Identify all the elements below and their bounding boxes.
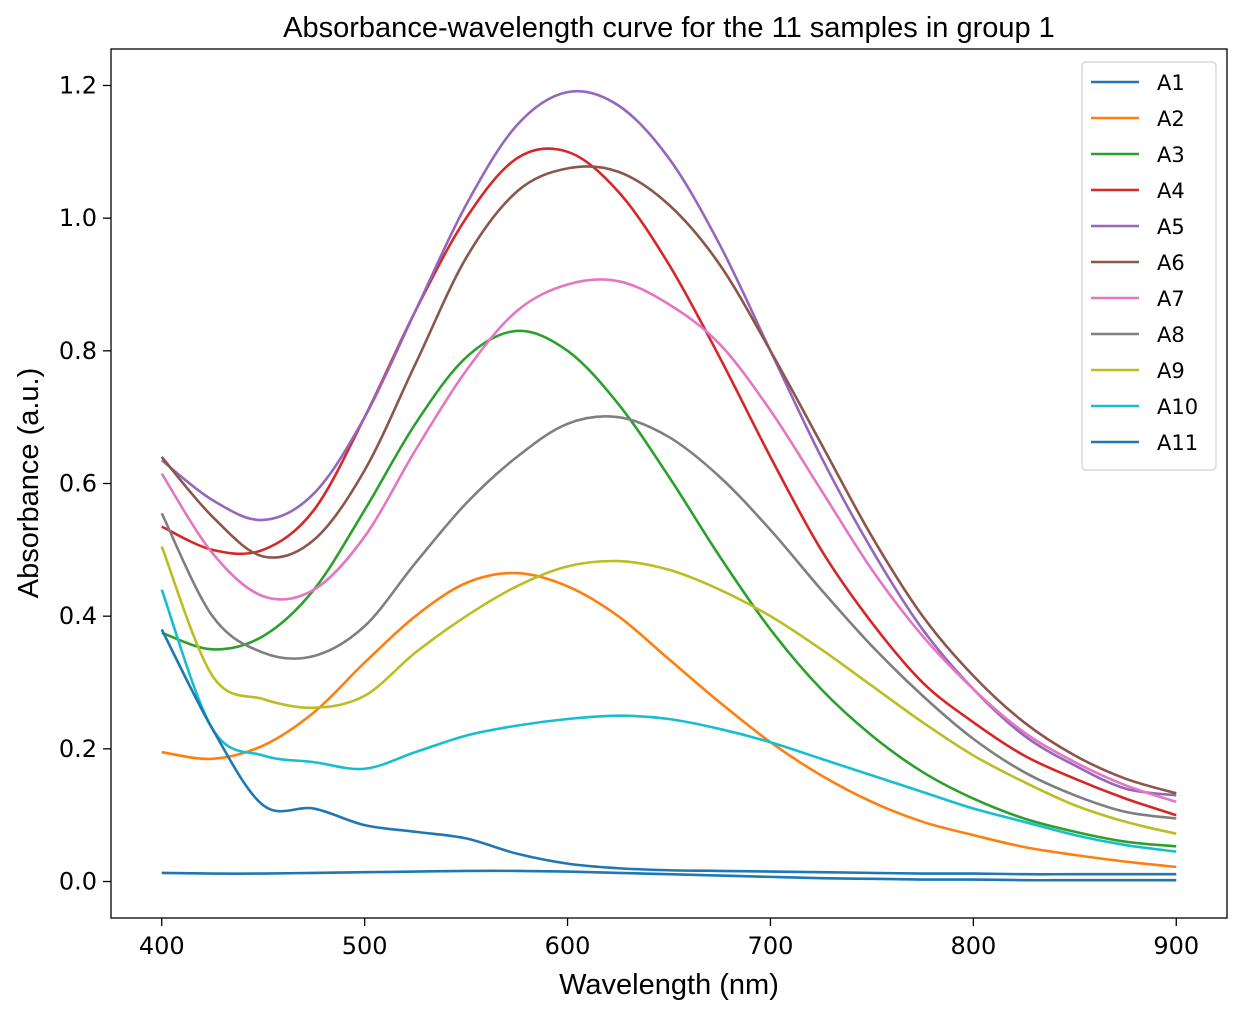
- plot-frame: [110, 48, 1228, 919]
- series-line-a3: [161, 329, 1177, 848]
- x-axis-label: Wavelength (nm): [559, 969, 779, 1001]
- series-line-a1: [161, 869, 1177, 882]
- x-tick-label: 500: [342, 932, 388, 960]
- legend-label-a6: A6: [1157, 251, 1185, 275]
- legend-label-a3: A3: [1157, 143, 1185, 167]
- x-axis: 400 500 600 700 800 900: [139, 918, 1199, 960]
- y-tick-label: 1.2: [59, 71, 97, 99]
- y-axis: 0.0 0.2 0.4 0.6 0.8 1.0 1.2: [59, 71, 111, 896]
- series-line-a7: [160, 278, 1177, 804]
- x-tick-label: 600: [545, 932, 591, 960]
- series-line-a2: [161, 571, 1177, 869]
- series-line-a6: [160, 165, 1177, 795]
- legend-label-a9: A9: [1157, 359, 1185, 383]
- series-line-a11: [160, 628, 1177, 876]
- y-tick-label: 0.6: [59, 470, 97, 498]
- legend-label-a2: A2: [1157, 107, 1185, 131]
- legend-label-a11: A11: [1157, 431, 1198, 455]
- y-axis-label: Absorbance (a.u.): [13, 368, 45, 599]
- y-tick-label: 0.2: [59, 735, 97, 763]
- x-tick-label: 700: [748, 932, 794, 960]
- legend-label-a10: A10: [1157, 395, 1198, 419]
- x-tick-label: 900: [1153, 932, 1199, 960]
- y-tick-label: 0.0: [59, 868, 97, 896]
- series-line-a4: [161, 147, 1177, 817]
- legend: A1 A2 A3 A4 A5 A6 A7 A8 A9 A10 A11: [1081, 61, 1217, 471]
- y-tick-label: 0.4: [59, 602, 97, 630]
- series-line-a10: [160, 589, 1177, 853]
- legend-label-a1: A1: [1157, 71, 1185, 95]
- y-tick-label: 1.0: [59, 204, 97, 232]
- plot-area: [160, 89, 1177, 882]
- series-line-a9: [160, 546, 1177, 836]
- series-line-a5: [160, 89, 1177, 797]
- legend-label-a8: A8: [1157, 323, 1185, 347]
- legend-label-a5: A5: [1157, 215, 1185, 239]
- x-tick-label: 800: [950, 932, 996, 960]
- legend-label-a7: A7: [1157, 287, 1185, 311]
- series-line-a8: [160, 415, 1177, 820]
- chart-title: Absorbance-wavelength curve for the 11 s…: [283, 12, 1055, 44]
- legend-label-a4: A4: [1157, 179, 1185, 203]
- x-tick-label: 400: [139, 932, 185, 960]
- legend-frame: [1081, 61, 1217, 471]
- y-tick-label: 0.8: [59, 337, 97, 365]
